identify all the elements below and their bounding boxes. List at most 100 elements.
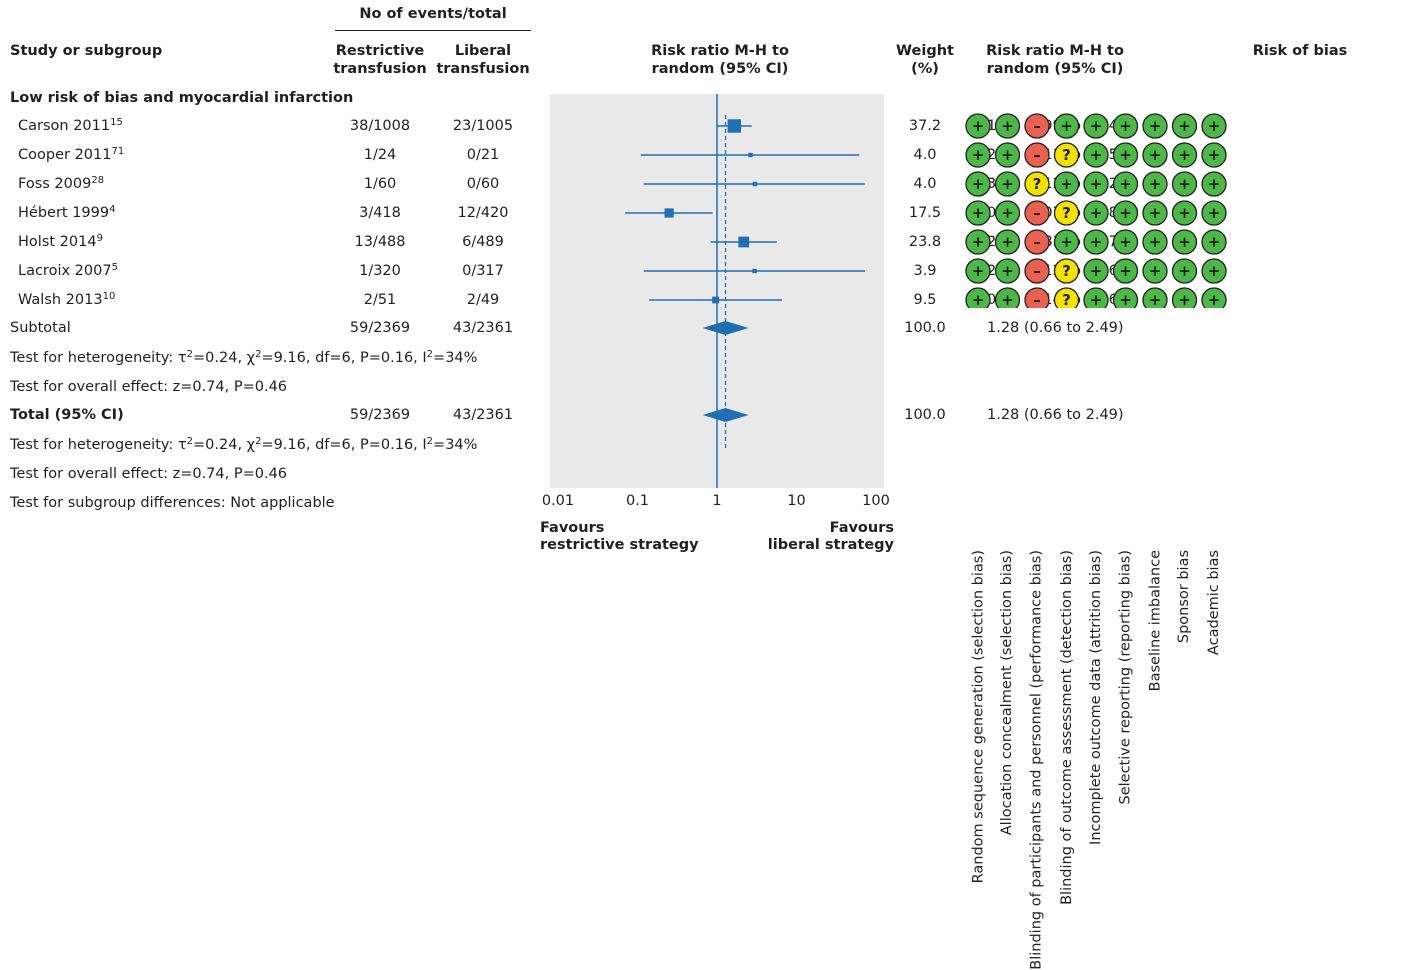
unclear-risk-icon <box>1053 200 1080 226</box>
risk-symbol: + <box>1178 117 1191 135</box>
risk-symbol: + <box>972 262 985 280</box>
low-risk-icon <box>1171 200 1198 226</box>
risk-symbol: + <box>1090 233 1103 251</box>
risk-symbol: – <box>1033 291 1041 308</box>
study-reference: 5 <box>111 262 118 273</box>
low-risk-icon <box>1171 171 1198 197</box>
low-risk-icon <box>1112 287 1139 308</box>
low-risk-icon <box>965 171 991 197</box>
low-risk-icon <box>965 287 991 308</box>
subtotal-heterogeneity: Test for heterogeneity: τ2=0.24, χ2=9.16… <box>10 349 478 367</box>
study-weight: 23.8 <box>908 234 942 250</box>
study-restrictive: 1/24 <box>363 147 397 163</box>
low-risk-icon <box>1142 171 1168 197</box>
risk-symbol: + <box>1119 204 1132 222</box>
study-name: Walsh 201310 <box>18 291 115 309</box>
study-name: Lacroix 20075 <box>18 262 118 280</box>
study-restrictive: 1/60 <box>363 176 397 192</box>
unclear-risk-icon <box>1053 258 1080 284</box>
study-name-text: Lacroix 2007 <box>18 263 112 279</box>
high-risk-icon <box>1024 258 1050 284</box>
study-name: Carson 201115 <box>18 117 123 135</box>
unclear-risk-icon <box>1024 171 1050 197</box>
study-liberal: 0/21 <box>466 147 500 163</box>
risk-symbol: + <box>1060 233 1073 251</box>
study-liberal: 0/60 <box>466 176 500 192</box>
risk-symbol: + <box>1119 117 1132 135</box>
risk-symbol: + <box>1149 291 1162 308</box>
risk-symbol: + <box>1090 204 1103 222</box>
study-name-text: Hébert 1999 <box>18 205 110 221</box>
rob-domain-label: Sponsor bias <box>1176 550 1193 644</box>
risk-symbol: ? <box>1062 204 1071 222</box>
favours-right-line1: Favours <box>829 520 894 536</box>
restrictive-header-line1: Restrictive <box>335 43 425 59</box>
study-liberal: 0/317 <box>462 263 504 279</box>
x-tick-label: 0.1 <box>626 493 649 509</box>
low-risk-icon <box>1201 171 1227 197</box>
low-risk-icon <box>1201 113 1227 139</box>
risk-symbol: ? <box>1062 291 1071 308</box>
study-liberal: 6/489 <box>462 234 504 250</box>
study-point <box>752 181 758 187</box>
low-risk-icon <box>1112 229 1139 255</box>
low-risk-icon <box>1171 258 1198 284</box>
risk-symbol: + <box>1178 291 1191 308</box>
low-risk-icon <box>1112 142 1139 168</box>
low-risk-icon <box>1083 171 1109 197</box>
risk-symbol: + <box>972 233 985 251</box>
low-risk-icon <box>1083 200 1109 226</box>
low-risk-icon <box>1083 287 1109 308</box>
risk-symbol: – <box>1033 233 1041 251</box>
study-reference: 71 <box>111 146 125 157</box>
risk-symbol: + <box>972 291 985 308</box>
risk-symbol: – <box>1033 146 1041 164</box>
study-name-text: Foss 2009 <box>18 176 92 192</box>
events-group-header: No of events/total <box>359 6 507 22</box>
subtotal-weight: 100.0 <box>904 320 946 336</box>
risk-symbol: + <box>1090 146 1103 164</box>
risk-symbol: + <box>1149 117 1162 135</box>
study-name-text: Carson 2011 <box>18 118 111 134</box>
study-point <box>748 152 753 158</box>
forest-plot: 0.01 0.1 1 10 100 <box>542 94 890 509</box>
study-liberal: 2/49 <box>466 292 500 308</box>
favours-right-line2: liberal strategy <box>767 537 894 553</box>
risk-symbol: + <box>1149 146 1162 164</box>
rob-domain-label: Blinding of participants and personnel (… <box>1029 550 1045 970</box>
low-risk-icon <box>1142 258 1168 284</box>
low-risk-icon <box>1112 200 1139 226</box>
rr-plot-header-line1: Risk ratio M-H to <box>651 43 789 59</box>
high-risk-icon <box>1024 287 1050 308</box>
total-ci-text: 1.28 (0.66 to 2.49) <box>987 407 1124 423</box>
rob-domain-label: Incomplete outcome data (attrition bias) <box>1088 550 1104 845</box>
unclear-risk-icon <box>1053 142 1080 168</box>
subtotal-restrictive: 59/2369 <box>349 320 411 336</box>
low-risk-icon <box>994 229 1021 255</box>
total-heterogeneity: Test for heterogeneity: τ2=0.24, χ2=9.16… <box>10 436 478 454</box>
study-weight: 4.0 <box>913 176 937 192</box>
low-risk-icon <box>965 142 991 168</box>
study-reference: 28 <box>91 175 105 186</box>
risk-symbol: – <box>1033 204 1041 222</box>
high-risk-icon <box>1024 113 1050 139</box>
risk-symbol: + <box>1208 175 1221 193</box>
low-risk-icon <box>1083 142 1109 168</box>
subtotal-ci-text: 1.28 (0.66 to 2.49) <box>987 320 1124 336</box>
low-risk-icon <box>1171 142 1198 168</box>
study-name-text: Cooper 2011 <box>18 147 112 163</box>
low-risk-icon <box>1112 113 1139 139</box>
risk-symbol: – <box>1033 117 1041 135</box>
study-weight: 4.0 <box>913 147 937 163</box>
risk-symbol: + <box>1001 233 1014 251</box>
rr-text-header-line2: random (95% CI) <box>986 61 1124 77</box>
study-header: Study or subgroup <box>10 43 163 59</box>
low-risk-icon <box>1142 229 1168 255</box>
risk-symbol: + <box>972 117 985 135</box>
study-reference: 9 <box>96 233 103 244</box>
low-risk-icon <box>1201 229 1227 255</box>
risk-symbol: + <box>1178 262 1191 280</box>
rr-plot-header-line2: random (95% CI) <box>651 61 789 77</box>
low-risk-icon <box>965 258 991 284</box>
unclear-risk-icon <box>1053 287 1080 308</box>
